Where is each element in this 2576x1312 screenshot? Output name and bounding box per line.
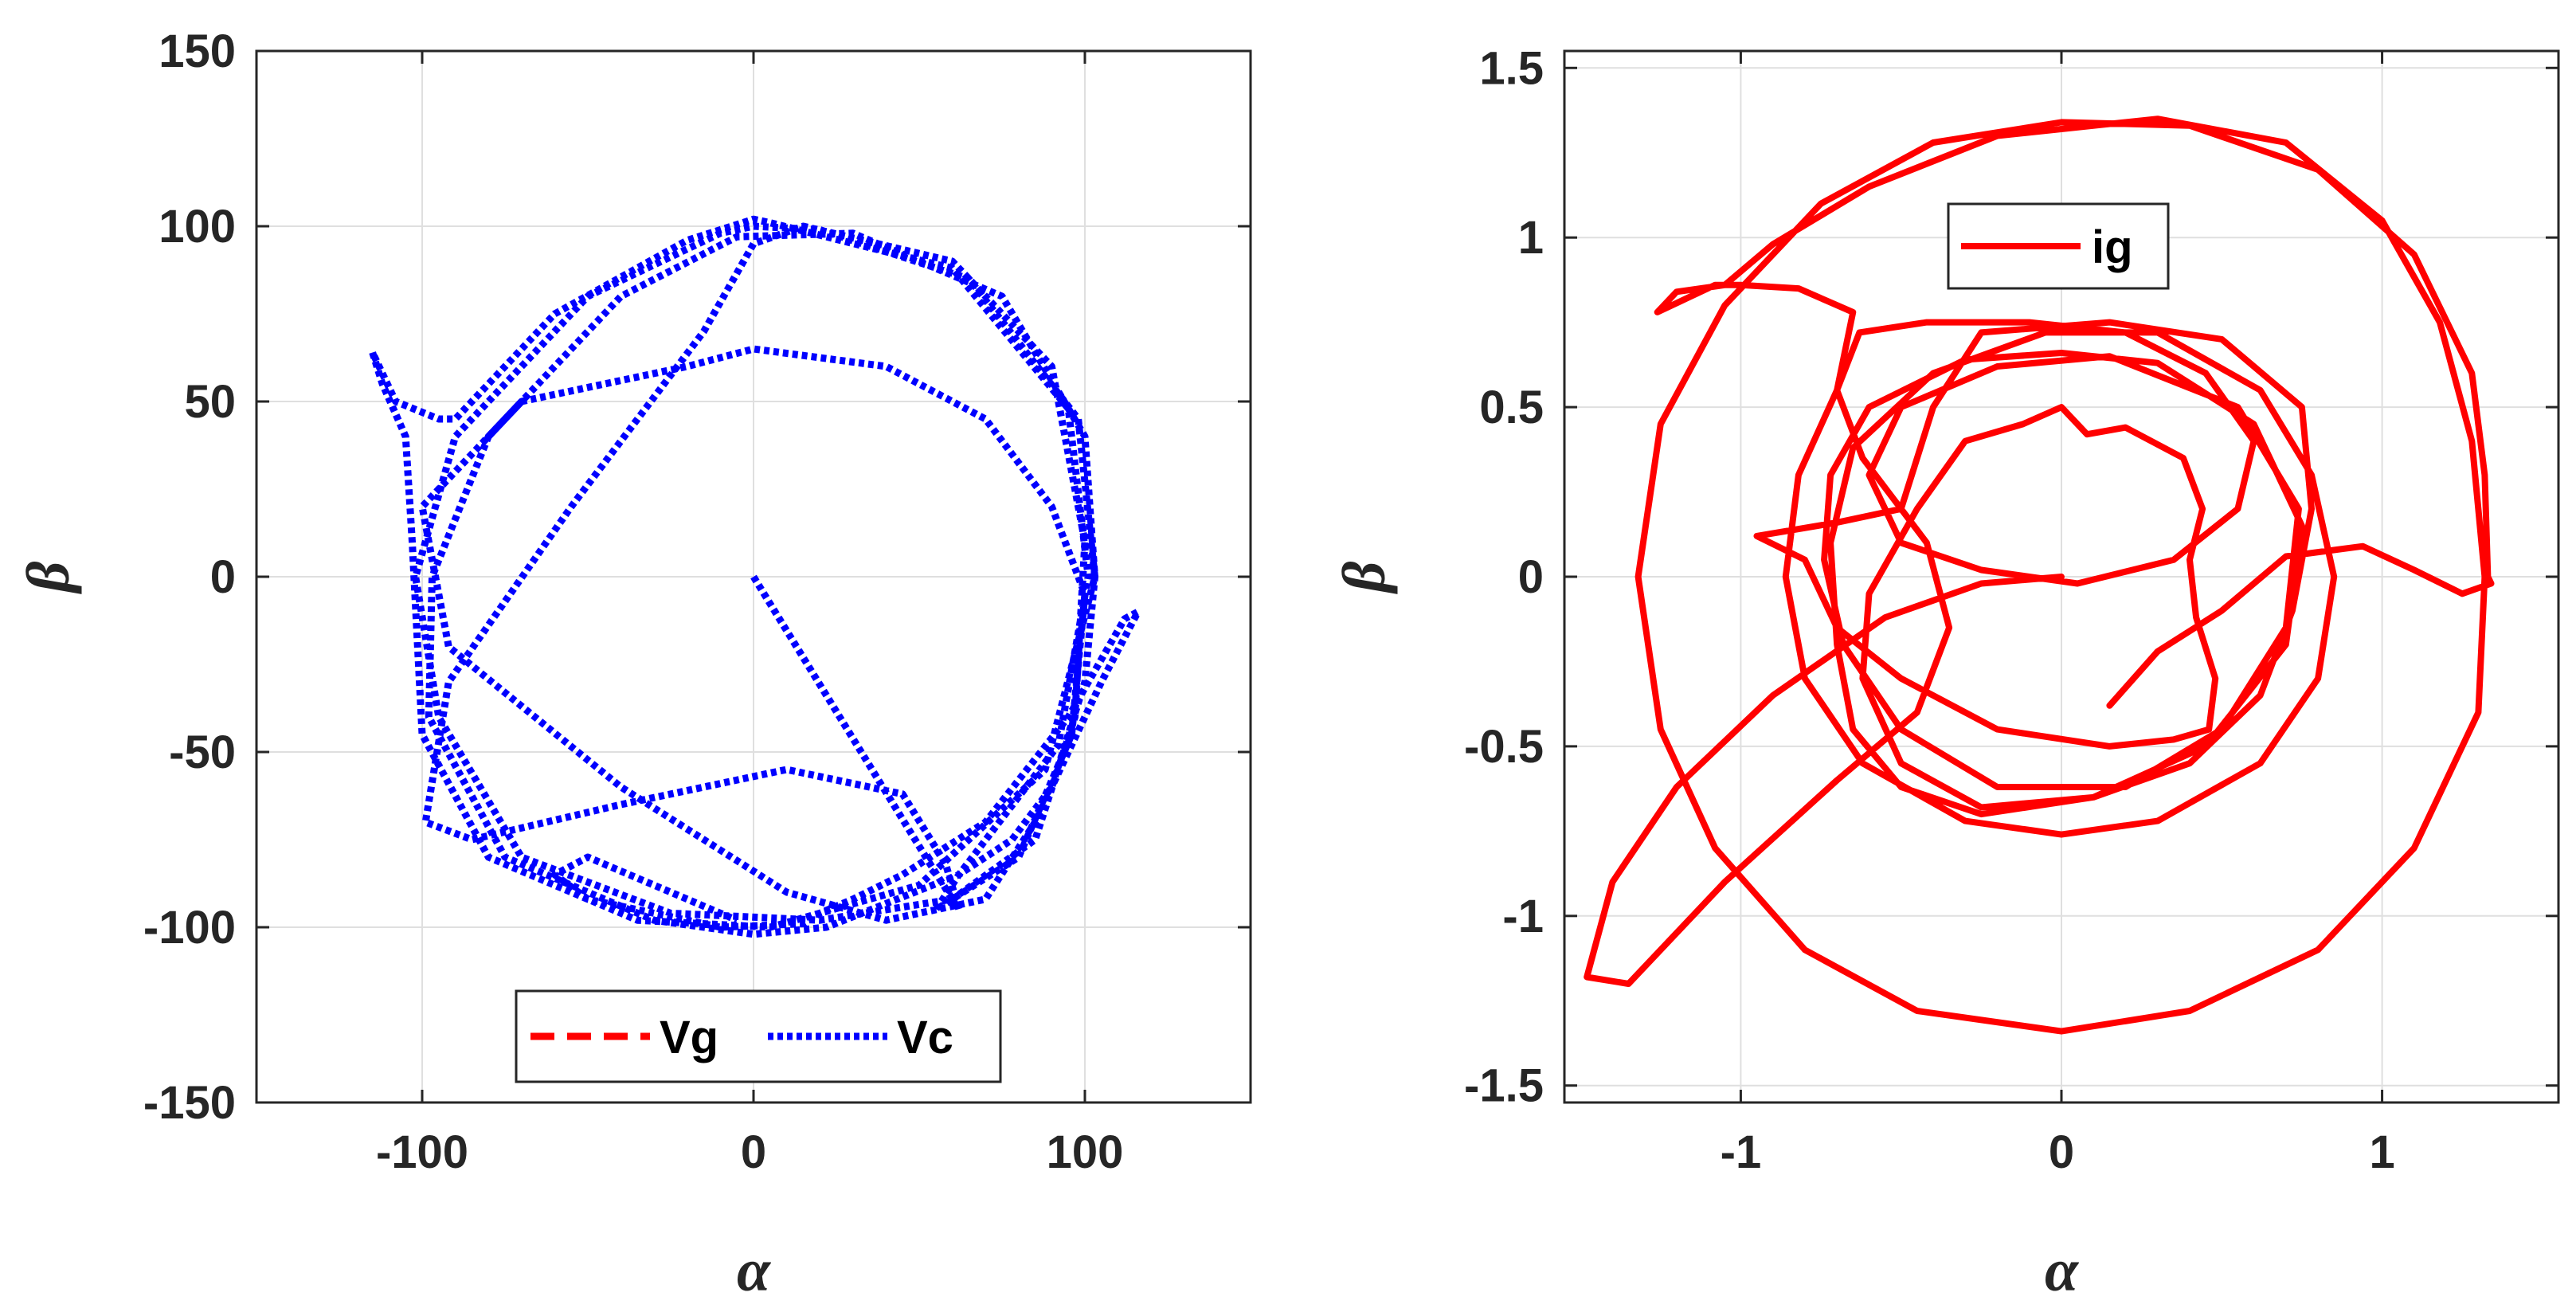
legend: Vg Vc [515, 989, 1002, 1083]
y-tick-label: -1 [1502, 891, 1544, 942]
legend-label-ig: ig [2092, 221, 2133, 273]
x-tick-label: 0 [741, 1126, 766, 1178]
y-tick-label: 100 [159, 201, 236, 253]
y-tick-label: -0.5 [1464, 721, 1544, 773]
x-axis-label: α [737, 1237, 772, 1304]
y-tick-label: 1 [1518, 212, 1544, 264]
y-tick-label: 0.5 [1479, 382, 1544, 433]
x-tick-label: 0 [2049, 1126, 2074, 1178]
x-axis-label: α [2045, 1237, 2080, 1304]
y-tick-label: 0 [210, 551, 236, 603]
y-tick-label: -50 [169, 726, 236, 778]
vg-vc-plot: -100 0 100 -150 -100 -50 0 50 100 150 α β Vg Vc [15, 25, 1252, 1304]
y-tick-label: 50 [184, 376, 236, 428]
y-tick-label: 150 [159, 25, 236, 77]
x-tick-label: -1 [1721, 1126, 1762, 1178]
y-tick-label: -150 [143, 1077, 236, 1129]
legend-label-vg: Vg [660, 1012, 718, 1063]
series-line-ig [1584, 116, 2495, 1035]
series-line-vc [369, 215, 1142, 938]
legend: ig [1947, 202, 2170, 290]
legend-label-vc: Vc [897, 1012, 953, 1063]
y-tick-label: 0 [1518, 551, 1544, 603]
legend-box [515, 989, 1002, 1083]
y-tick-label: -100 [143, 902, 236, 954]
x-tick-label: 1 [2369, 1126, 2394, 1178]
y-tick-label: -1.5 [1464, 1060, 1544, 1112]
y-tick-label: 1.5 [1479, 42, 1544, 94]
x-tick-label: 100 [1047, 1126, 1124, 1178]
ig-plot: -1 0 1 -1.5 -1 -0.5 0 0.5 1 1.5 α β ig [1331, 42, 2560, 1304]
x-tick-label: -100 [376, 1126, 468, 1178]
y-axis-label: β [1331, 561, 1398, 594]
y-axis-label: β [15, 561, 82, 594]
